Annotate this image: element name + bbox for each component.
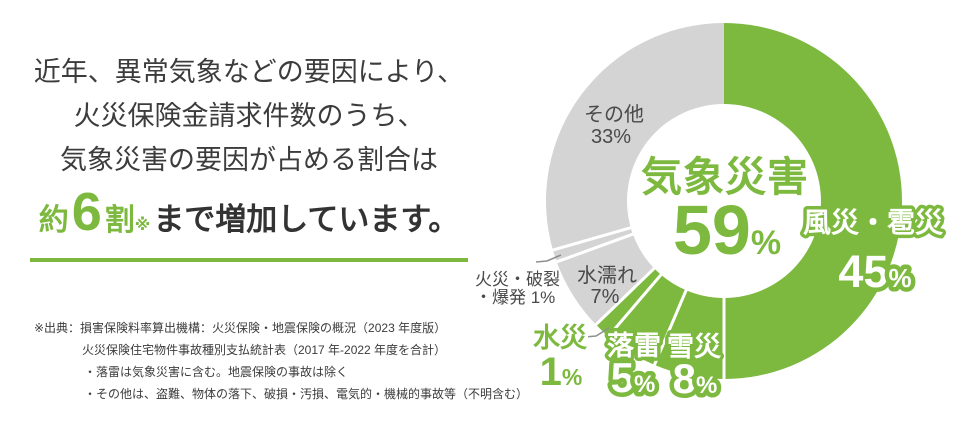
- emphasis-number: 6: [71, 182, 102, 242]
- emphasis-rest: まで増加しています。: [153, 202, 460, 237]
- label-kasai-line2: ・爆発 1%: [475, 288, 555, 307]
- headline-line-1: 近年、異常気象などの要因により、: [33, 57, 465, 87]
- label-fusai-line1: 風災・雹災: [803, 207, 944, 238]
- footnote-line-3: ・落雷は気象災害に含む。地震保険の事故は除く: [84, 365, 349, 379]
- headline-emphasis: 約6 割※まで増加しています。: [30, 185, 468, 262]
- emphasis-prefix: 約: [38, 204, 69, 237]
- donut-slice-落雷: [608, 274, 687, 365]
- label-suisai-line1: 水災: [533, 323, 588, 353]
- kasai-leader: [535, 254, 562, 263]
- slice-divider: [594, 266, 656, 327]
- label-mizunure-line2: 7%: [591, 286, 620, 308]
- footnote-line-1: ※出典：損害保険料率算出機構：火災保険・地震保険の概況（2023 年度版）: [34, 321, 447, 335]
- label-suisai-line2: 1%: [540, 350, 583, 394]
- footnote-line-4: ・その他は、盗難、物体の落下、破損・汚損、電気的・機械的事故等（不明含む）: [84, 387, 529, 401]
- label-mizunure-line1: 水濡れ: [577, 264, 637, 287]
- donut-slice-風災・雹災: [724, 23, 902, 379]
- emphasis-suffix: 割: [104, 204, 135, 237]
- footnote: ※出典：損害保険料率算出機構：火災保険・地震保険の概況（2023 年度版） 火災…: [34, 317, 528, 405]
- slice-divider: [652, 288, 688, 367]
- emphasis-note-mark: ※: [134, 217, 151, 234]
- footnote-line-2: 火災保険住宅物件事故種別支払統計表（2017 年-2022 年度を合計）: [82, 343, 447, 357]
- label-other-line2: 33%: [591, 126, 631, 148]
- label-fusai-line2: 45%: [838, 246, 911, 297]
- headline-line-2: 火災保険金請求件数のうち、: [73, 101, 425, 131]
- donut-slice-水濡れ: [556, 234, 655, 325]
- donut-slice-雪災: [654, 290, 724, 379]
- label-rakurai-line2: 5%: [611, 354, 656, 401]
- donut-slice-その他: [546, 23, 724, 251]
- label-other-line1: その他: [584, 103, 644, 126]
- donut-slice-水災: [595, 268, 662, 337]
- slice-divider: [606, 273, 663, 339]
- headline-line-3: 気象災害の要因が占める割合は: [60, 145, 438, 175]
- slice-divider: [551, 226, 633, 252]
- donut-slice-火災・破裂・爆発: [552, 227, 633, 262]
- slice-divider: [555, 232, 635, 264]
- label-sessai-line2: 8%: [673, 355, 718, 402]
- label-kasai-line1: 火災・破裂: [475, 270, 560, 289]
- suisai-leader: [584, 327, 610, 338]
- headline: 近年、異常気象などの要因により、 火災保険金請求件数のうち、 気象災害の要因が占…: [30, 50, 468, 262]
- label-sessai-line1: 雪災: [667, 332, 722, 362]
- label-rakurai-line1: 落雷: [607, 331, 661, 361]
- donut-center-value: 59%: [673, 191, 781, 269]
- donut-center-label: 気象災害: [641, 154, 809, 200]
